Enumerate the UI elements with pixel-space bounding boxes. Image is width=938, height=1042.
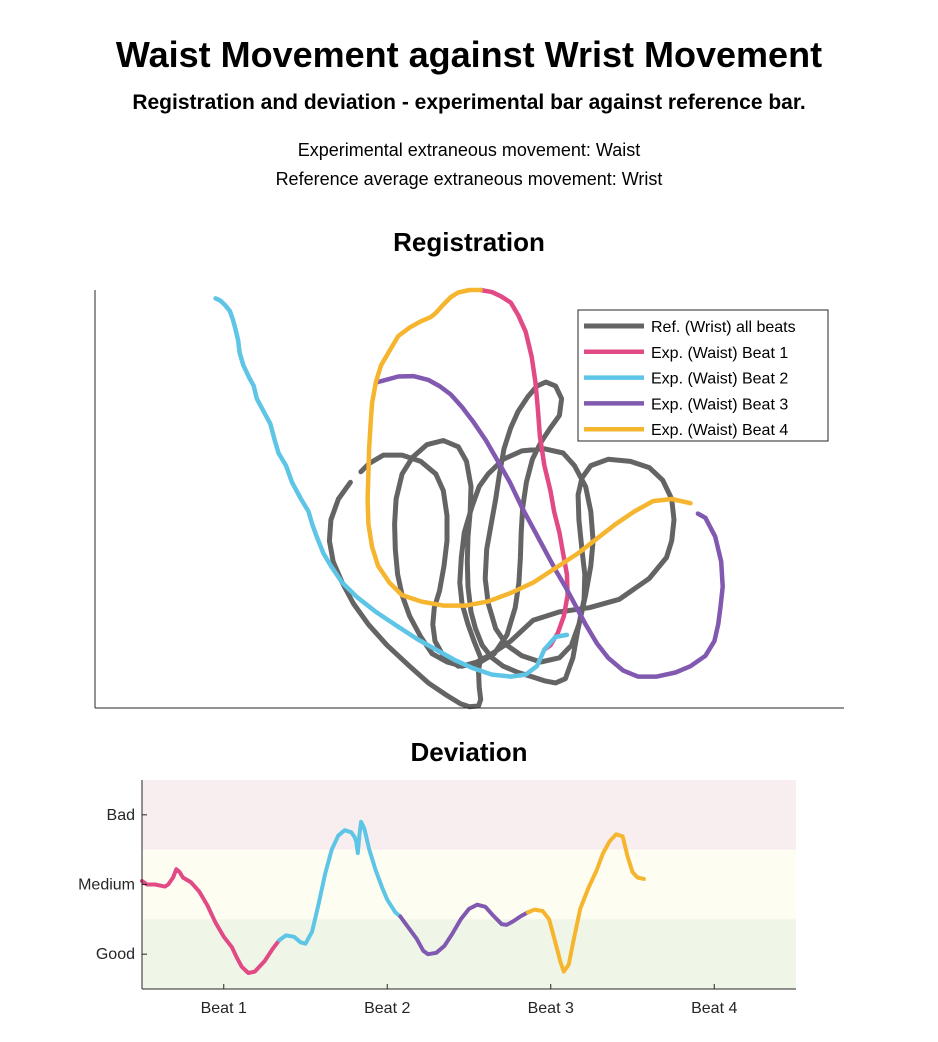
chart-title: Waist Movement against Wrist Movement	[115, 34, 823, 75]
deviation-y-ticks: Bad Medium Good	[78, 807, 147, 963]
x-tick-label-beat-1: Beat 1	[201, 1000, 247, 1017]
deviation-beat-1-line	[140, 867, 282, 975]
deviation-lines	[140, 819, 646, 975]
y-tick-label-medium: Medium	[78, 877, 135, 894]
deviation-bands	[142, 780, 796, 989]
band-bad	[142, 780, 796, 850]
x-tick-label-beat-2: Beat 2	[364, 1000, 410, 1017]
info-line-reference: Reference average extraneous movement: W…	[275, 169, 663, 189]
band-good	[142, 919, 796, 989]
info-line-experimental: Experimental extraneous movement: Waist	[297, 140, 641, 160]
deviation-plot: Bad Medium Good Beat 1 Beat 2 Beat 3 Beat 4	[78, 780, 796, 1017]
chart-subtitle: Registration and deviation - experimenta…	[132, 91, 806, 114]
legend-label-3: Exp. (Waist) Beat 3	[651, 396, 788, 413]
deviation-title: Deviation	[410, 737, 528, 767]
legend-label-0: Ref. (Wrist) all beats	[651, 319, 796, 336]
beat-4-line	[365, 287, 693, 608]
deviation-beat-2-line	[277, 819, 403, 946]
deviation-beat-3-line	[398, 902, 530, 957]
x-tick-label-beat-4: Beat 4	[691, 1000, 737, 1017]
beat-2-line	[213, 296, 570, 679]
legend-label-4: Exp. (Waist) Beat 4	[651, 422, 788, 439]
legend-label-2: Exp. (Waist) Beat 2	[651, 371, 788, 388]
y-tick-label-good: Good	[96, 946, 135, 963]
registration-lines	[213, 287, 725, 710]
deviation-x-ticks: Beat 1 Beat 2 Beat 3 Beat 4	[201, 984, 737, 1017]
x-tick-label-beat-3: Beat 3	[528, 1000, 574, 1017]
beat-1-line	[478, 287, 570, 652]
deviation-beat-4-line	[525, 832, 646, 974]
beat-3-line	[375, 373, 725, 679]
legend-label-1: Exp. (Waist) Beat 1	[651, 345, 788, 362]
y-tick-label-bad: Bad	[107, 807, 135, 824]
registration-legend: Ref. (Wrist) all beats Exp. (Waist) Beat …	[577, 309, 829, 442]
reference-line	[326, 379, 677, 710]
registration-plot: Ref. (Wrist) all beats Exp. (Waist) Beat …	[94, 287, 844, 710]
registration-title: Registration	[393, 227, 545, 257]
